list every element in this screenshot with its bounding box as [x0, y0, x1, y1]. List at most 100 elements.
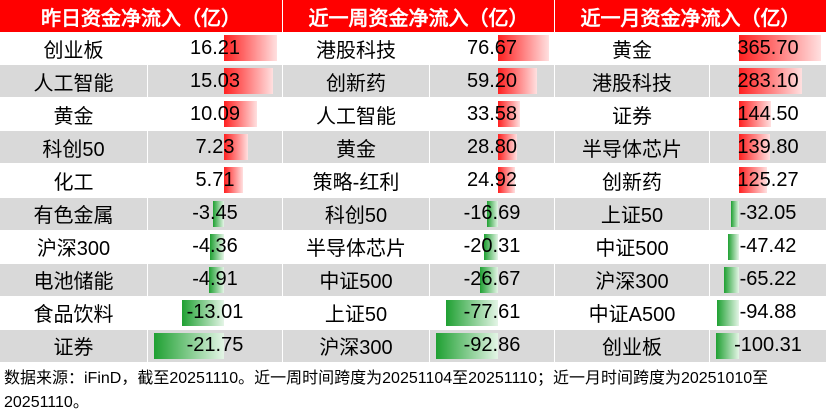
value-text: -47.42 — [739, 235, 797, 258]
name-cell: 证券 — [0, 329, 148, 363]
value-text: -21.75 — [186, 334, 244, 357]
value-text: -92.86 — [463, 334, 521, 357]
value-cell: -77.61 — [430, 296, 555, 330]
data-bar — [224, 134, 248, 161]
value-text: -32.05 — [739, 202, 797, 225]
value-cell: -16.69 — [430, 197, 555, 231]
value-text: 28.80 — [466, 135, 518, 158]
value-cell: -65.22 — [710, 263, 827, 297]
column-header: 近一月资金净流入（亿） — [555, 0, 827, 32]
data-bar — [208, 266, 225, 293]
data-bar — [182, 299, 225, 326]
value-text: -20.31 — [463, 235, 521, 258]
value-text: 125.27 — [737, 168, 799, 191]
value-cell: -4.36 — [148, 230, 283, 264]
name-cell: 港股科技 — [283, 32, 430, 66]
value-text: -4.91 — [192, 268, 238, 291]
value-text: 144.50 — [737, 102, 799, 125]
value-cell: 283.10 — [710, 65, 827, 99]
data-bar — [213, 200, 225, 227]
name-cell: 上证50 — [555, 197, 710, 231]
value-text: 15.03 — [189, 69, 241, 92]
value-cell: -47.42 — [710, 230, 827, 264]
data-bar — [738, 101, 772, 128]
value-cell: 365.70 — [710, 32, 827, 66]
data-bar — [224, 35, 277, 62]
name-cell: 化工 — [0, 164, 148, 198]
name-cell: 上证50 — [283, 296, 430, 330]
data-bar — [484, 233, 498, 260]
value-cell: -92.86 — [430, 329, 555, 363]
name-cell: 中证A500 — [555, 296, 710, 330]
value-cell: 16.21 — [148, 32, 283, 66]
data-bar — [497, 167, 515, 194]
name-cell: 黄金 — [283, 131, 430, 165]
name-cell: 黄金 — [0, 98, 148, 132]
value-text: 139.80 — [737, 135, 799, 158]
value-text: 5.71 — [195, 168, 235, 191]
value-text: 365.70 — [737, 36, 799, 59]
name-cell: 科创50 — [0, 131, 148, 165]
value-text: -3.45 — [192, 202, 238, 225]
data-bar — [738, 68, 803, 95]
data-bar — [723, 266, 739, 293]
name-cell: 港股科技 — [555, 65, 710, 99]
name-cell: 沪深300 — [0, 230, 148, 264]
value-text: 16.21 — [189, 36, 241, 59]
name-cell: 黄金 — [555, 32, 710, 66]
value-text: 59.20 — [466, 69, 518, 92]
data-bar — [224, 68, 274, 95]
name-cell: 有色金属 — [0, 197, 148, 231]
name-cell: 策略-红利 — [283, 164, 430, 198]
column-header: 昨日资金净流入（亿） — [0, 0, 283, 32]
data-bar — [497, 35, 549, 62]
value-cell: 24.92 — [430, 164, 555, 198]
value-cell: 59.20 — [430, 65, 555, 99]
name-cell: 人工智能 — [283, 98, 430, 132]
name-cell: 半导体芯片 — [555, 131, 710, 165]
value-text: 7.23 — [195, 135, 235, 158]
value-cell: 76.67 — [430, 32, 555, 66]
value-cell: -100.31 — [710, 329, 827, 363]
name-cell: 沪深300 — [555, 263, 710, 297]
name-cell: 创新药 — [555, 164, 710, 198]
value-cell: 33.58 — [430, 98, 555, 132]
value-cell: 15.03 — [148, 65, 283, 99]
value-cell: 28.80 — [430, 131, 555, 165]
data-bar — [727, 233, 739, 260]
footnote: 数据来源：iFinD，截至20251110。近一周时间跨度为20251104至2… — [4, 370, 769, 411]
value-text: -77.61 — [463, 301, 521, 324]
data-bar — [210, 233, 225, 260]
value-text: -16.69 — [463, 202, 521, 225]
name-cell: 中证500 — [283, 263, 430, 297]
value-cell: -20.31 — [430, 230, 555, 264]
data-bar — [224, 167, 243, 194]
value-text: 76.67 — [466, 36, 518, 59]
name-cell: 创业板 — [555, 329, 710, 363]
name-cell: 证券 — [555, 98, 710, 132]
column-header: 近一周资金净流入（亿） — [283, 0, 555, 32]
value-cell: -3.45 — [148, 197, 283, 231]
value-cell: -26.67 — [430, 263, 555, 297]
data-bar — [480, 266, 498, 293]
data-bar — [224, 101, 258, 128]
name-cell: 电池储能 — [0, 263, 148, 297]
value-cell: -21.75 — [148, 329, 283, 363]
name-cell: 沪深300 — [283, 329, 430, 363]
data-bar — [738, 35, 821, 62]
data-bar — [497, 68, 538, 95]
value-text: -65.22 — [739, 268, 797, 291]
value-cell: -13.01 — [148, 296, 283, 330]
name-cell: 人工智能 — [0, 65, 148, 99]
data-bar — [738, 167, 767, 194]
value-cell: 139.80 — [710, 131, 827, 165]
name-cell: 科创50 — [283, 197, 430, 231]
data-bar — [154, 332, 225, 359]
value-cell: -32.05 — [710, 197, 827, 231]
data-bar — [716, 332, 739, 359]
data-bar — [738, 134, 771, 161]
value-text: -100.31 — [734, 334, 802, 357]
value-cell: 7.23 — [148, 131, 283, 165]
name-cell: 半导体芯片 — [283, 230, 430, 264]
